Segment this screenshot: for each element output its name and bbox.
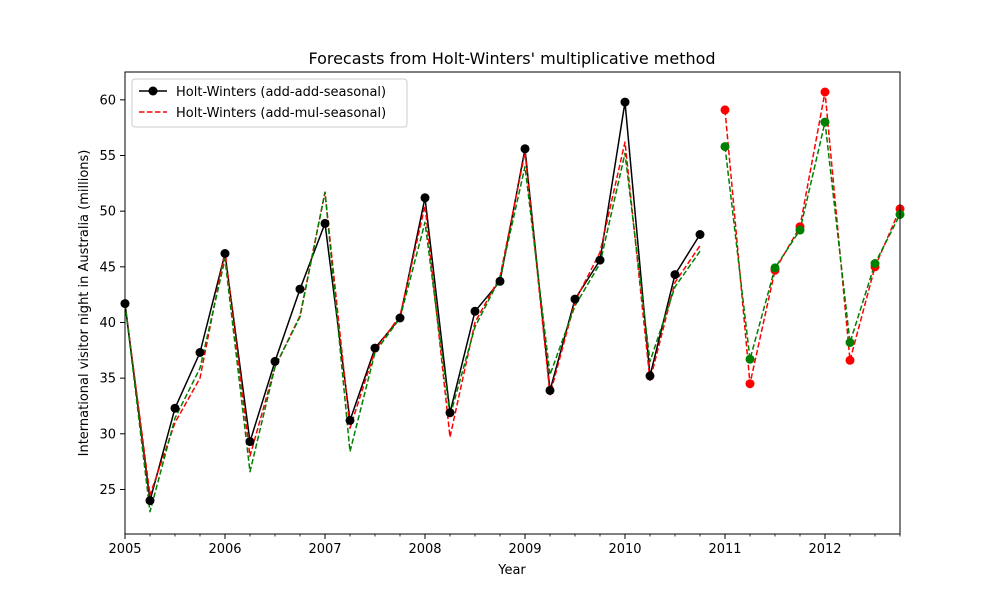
data-point-observed <box>595 255 605 265</box>
series-line-forecast-add-mul <box>724 91 900 385</box>
data-point-observed <box>295 284 305 294</box>
y-tick-label: 25 <box>99 483 116 498</box>
y-tick-label: 50 <box>99 205 116 220</box>
data-point-observed <box>570 294 580 304</box>
legend: Holt-Winters (add-add-seasonal) Holt-Win… <box>131 78 408 128</box>
data-point-forecast-add-mul <box>820 87 830 97</box>
x-tick-label: 2008 <box>408 542 441 557</box>
data-point-observed <box>620 97 630 107</box>
legend-marker-add-add <box>148 86 158 96</box>
x-tick-label: 2005 <box>108 542 141 557</box>
legend-label-add-mul: Holt-Winters (add-mul-seasonal) <box>176 106 386 121</box>
data-point-observed <box>420 193 430 203</box>
data-point-observed <box>670 270 680 280</box>
y-tick-label: 30 <box>99 427 116 442</box>
data-point-forecast-add-mul <box>720 105 730 115</box>
data-point-observed <box>320 218 330 228</box>
data-point-observed <box>195 348 205 357</box>
data-point-observed <box>220 249 230 258</box>
y-axis-ticks: 25 30 35 40 45 50 55 60 <box>99 93 125 498</box>
plot-frame <box>124 71 901 535</box>
y-tick-label: 35 <box>99 372 116 387</box>
y-tick-label: 40 <box>99 316 116 331</box>
data-point-forecast-add-mul <box>845 355 855 365</box>
data-point-observed <box>170 403 180 413</box>
data-point-observed <box>395 313 405 323</box>
data-point-forecast-add-mul <box>745 379 755 389</box>
y-tick-label: 60 <box>99 93 116 108</box>
chart-title: Forecasts from Holt-Winters' multiplicat… <box>308 49 715 68</box>
data-point-observed <box>645 371 655 381</box>
data-point-observed <box>270 356 280 366</box>
data-point-observed <box>445 408 455 418</box>
data-point-observed <box>495 276 505 286</box>
data-point-forecast-add-add <box>720 142 730 152</box>
data-point-forecast-add-add <box>745 354 755 364</box>
series-line-fitted-add-add <box>125 152 701 513</box>
data-point-observed <box>245 437 255 447</box>
data-point-observed <box>345 415 355 425</box>
data-point-observed <box>145 496 155 506</box>
series-line-fitted-add-mul <box>125 141 701 496</box>
data-point-forecast-add-add <box>795 225 805 235</box>
x-tick-label: 2006 <box>208 542 241 557</box>
y-tick-label: 45 <box>99 260 116 275</box>
data-point-forecast-add-add <box>845 338 855 347</box>
data-point-observed <box>520 144 530 154</box>
legend-box <box>131 78 408 128</box>
plot-markers <box>120 87 905 506</box>
data-point-forecast-add-add <box>870 259 880 268</box>
legend-label-add-add: Holt-Winters (add-add-seasonal) <box>176 85 386 100</box>
data-point-observed <box>470 306 480 316</box>
y-tick-label: 55 <box>99 149 116 164</box>
x-tick-label: 2009 <box>508 542 541 557</box>
data-point-forecast-add-add <box>770 263 780 273</box>
x-axis-ticks: 2005 2006 2007 2008 2009 2010 2011 2012 <box>108 534 901 557</box>
x-axis-label: Year <box>497 563 526 578</box>
y-axis-label: International visitor night in Australia… <box>77 150 92 457</box>
data-point-forecast-add-add <box>820 117 830 127</box>
series-line-observed <box>125 101 701 502</box>
x-tick-label: 2007 <box>308 542 341 557</box>
plot-series <box>125 91 900 513</box>
data-point-observed <box>545 385 555 395</box>
x-tick-label: 2010 <box>608 542 641 557</box>
data-point-observed <box>695 230 705 239</box>
x-tick-label: 2011 <box>708 542 741 557</box>
data-point-observed <box>370 343 380 353</box>
x-tick-label: 2012 <box>808 542 841 557</box>
series-line-forecast-add-add <box>724 121 900 360</box>
